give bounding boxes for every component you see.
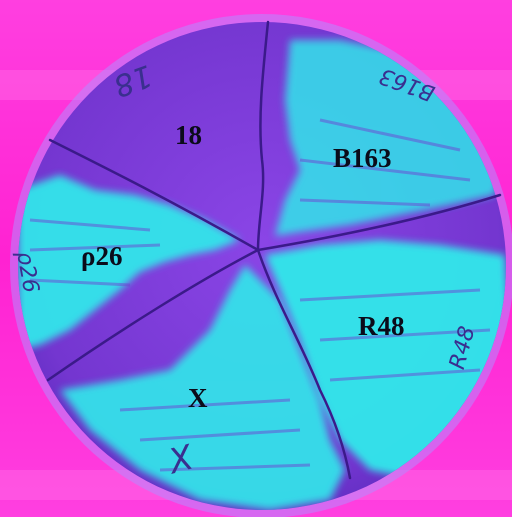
divider-bottom-right bbox=[256, 248, 352, 480]
sector-label-B163: B163 bbox=[333, 143, 392, 173]
fluorescence-layer bbox=[18, 40, 506, 510]
sector-label-X: X bbox=[188, 383, 208, 413]
sector-label-p26: ρ26 bbox=[81, 241, 123, 271]
divider-left bbox=[48, 138, 260, 252]
growth-p26 bbox=[18, 175, 240, 350]
sector-label-R48: R48 bbox=[358, 311, 405, 341]
divider-bottom-left bbox=[46, 248, 260, 382]
sector-label-18: 18 bbox=[175, 120, 202, 150]
growth-R48 bbox=[265, 240, 506, 480]
divider-top bbox=[256, 20, 270, 252]
divider-right bbox=[256, 193, 502, 252]
divider-lines bbox=[46, 20, 502, 480]
growth-X bbox=[60, 265, 345, 510]
